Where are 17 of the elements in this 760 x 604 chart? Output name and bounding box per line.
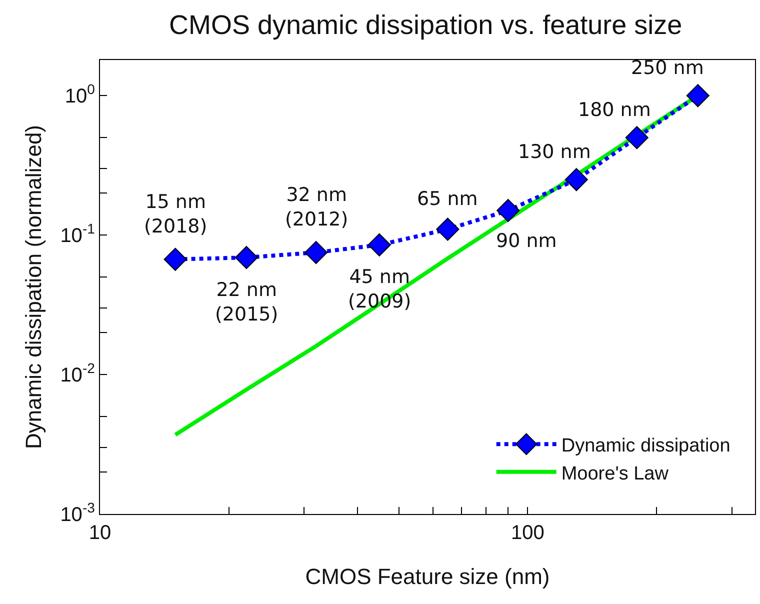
- y-axis-title: Dynamic dissipation (normalized): [20, 124, 46, 450]
- y-tick-label: 10$^{-1}$: [60, 220, 96, 248]
- y-tick-label: 10$^{-2}$: [60, 360, 96, 387]
- x-axis-title: CMOS Feature size (nm): [305, 564, 550, 589]
- annotation: 32 nm (2012): [285, 184, 348, 231]
- y-tick-label: 10$^{0}$: [64, 81, 96, 108]
- annotation: 130 nm: [518, 141, 591, 163]
- annotation: 250 nm: [631, 57, 704, 79]
- annotation: 65 nm: [417, 188, 478, 210]
- annotation: 180 nm: [578, 99, 651, 121]
- annotation: 90 nm: [496, 230, 557, 252]
- annotation: 22 nm (2015): [215, 279, 278, 326]
- annotation: 15 nm (2018): [144, 191, 208, 238]
- chart-title: CMOS dynamic dissipation vs. feature size: [169, 10, 682, 40]
- legend-label: Moore's Law: [561, 463, 669, 484]
- legend-label: Dynamic dissipation: [561, 436, 730, 457]
- x-tick-label: 100: [511, 522, 544, 544]
